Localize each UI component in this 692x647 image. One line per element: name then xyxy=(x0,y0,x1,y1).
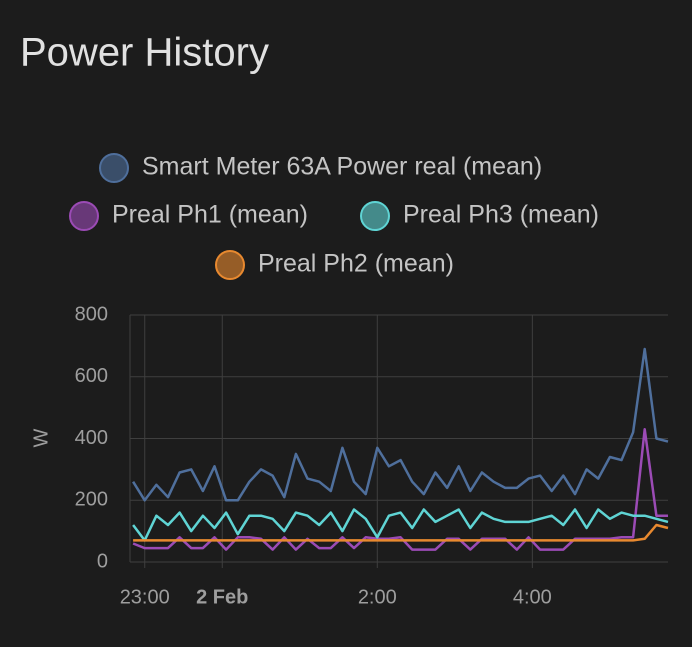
series-line xyxy=(132,347,669,502)
y-tick-label: 200 xyxy=(75,489,108,511)
legend-swatch xyxy=(360,201,390,231)
legend-label: Preal Ph2 (mean) xyxy=(258,250,454,278)
series-line xyxy=(133,523,669,542)
x-tick-label: 4:00 xyxy=(513,586,552,608)
legend-label: Preal Ph1 (mean) xyxy=(112,201,308,229)
legend-label: Preal Ph3 (mean) xyxy=(403,201,599,229)
x-tick-label: 23:00 xyxy=(120,586,170,608)
y-tick-label: 600 xyxy=(75,365,108,387)
y-tick-label: 400 xyxy=(75,427,108,449)
series-line xyxy=(132,508,669,542)
y-tick-label: 0 xyxy=(97,550,108,572)
legend-swatch xyxy=(99,153,129,183)
y-axis-label: W xyxy=(30,428,52,447)
legend-swatch xyxy=(215,250,245,280)
y-tick-label: 800 xyxy=(75,303,108,325)
x-tick-label: 2 Feb xyxy=(196,586,248,608)
legend-swatch xyxy=(69,201,99,231)
legend-label: Smart Meter 63A Power real (mean) xyxy=(142,153,542,181)
x-tick-label: 2:00 xyxy=(358,586,397,608)
series-line xyxy=(132,427,668,551)
chart-title: Power History xyxy=(20,31,269,75)
